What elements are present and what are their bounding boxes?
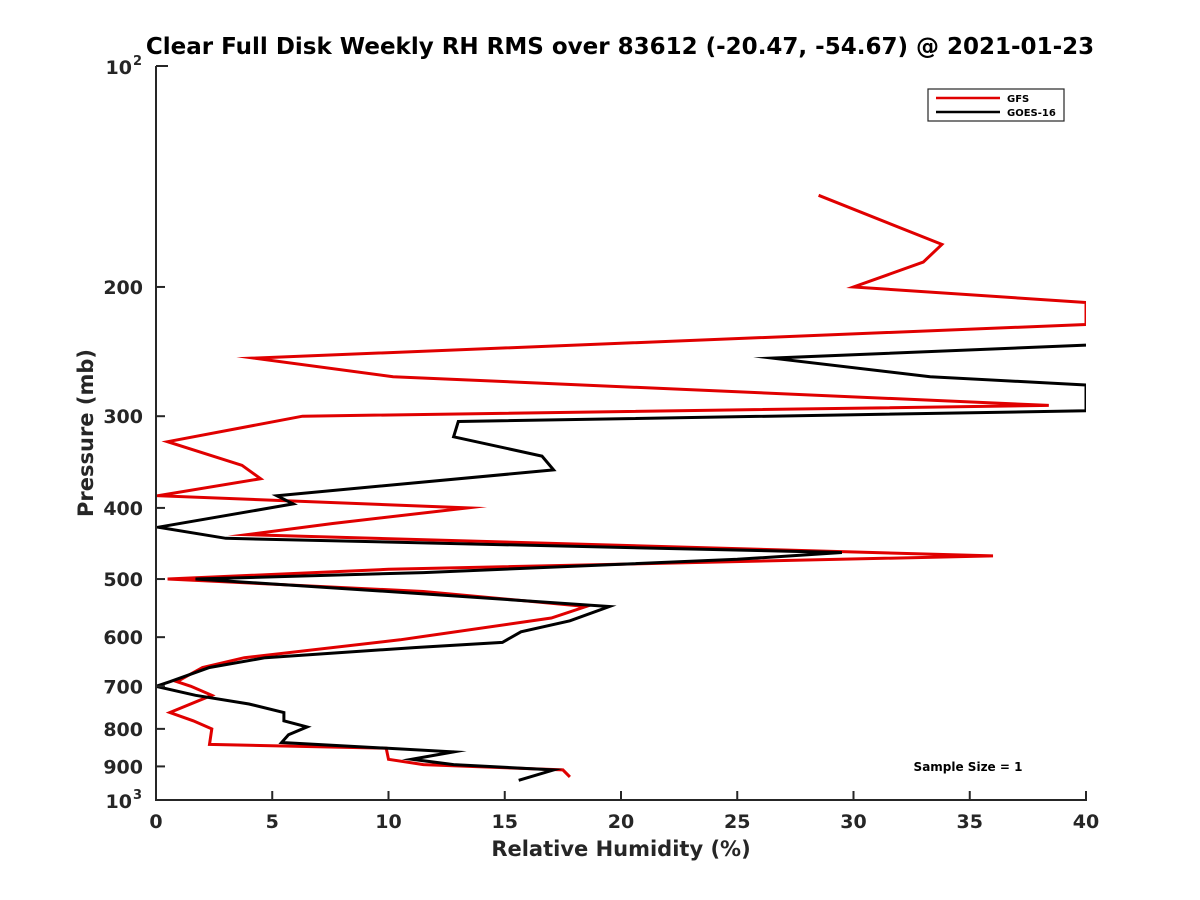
x-tick-label-40: 40 (1073, 811, 1099, 833)
x-tick-label-20: 20 (608, 811, 634, 833)
y-tick-label-base: 10 (106, 791, 132, 813)
y-tick-label-500: 500 (103, 569, 143, 591)
x-tick-label-25: 25 (724, 811, 750, 833)
y-tick-label-base: 10 (106, 57, 132, 79)
legend-label-goes-16: GOES-16 (1007, 108, 1056, 119)
sample-size-annotation: Sample Size = 1 (914, 760, 1023, 774)
y-tick-label-exponent: 2 (133, 54, 142, 69)
x-tick-label-30: 30 (840, 811, 866, 833)
y-tick-label-200: 200 (103, 277, 143, 299)
x-tick-label-35: 35 (957, 811, 983, 833)
legend-label-gfs: GFS (1007, 94, 1029, 105)
x-axis-ticks: 0 5 10 15 20 25 30 35 40 (149, 791, 1099, 833)
y-tick-label-exponent: 3 (133, 788, 142, 803)
y-tick-label-900: 900 (103, 756, 143, 778)
y-tick-label-600: 600 (103, 627, 143, 649)
series-lines (156, 193, 1086, 782)
x-tick-label-0: 0 (149, 811, 162, 833)
y-tick-label-800: 800 (103, 719, 143, 741)
x-tick-label-10: 10 (375, 811, 401, 833)
x-axis-label: Relative Humidity (%) (491, 837, 750, 861)
y-axis-label: Pressure (mb) (74, 349, 98, 517)
legend: GFS GOES-16 (927, 88, 1065, 122)
y-tick-label-300: 300 (103, 406, 143, 428)
x-tick-label-5: 5 (266, 811, 279, 833)
y-tick-label-400: 400 (103, 498, 143, 520)
x-tick-label-15: 15 (492, 811, 518, 833)
legend-box (927, 88, 1065, 122)
y-tick-label-100: 10 2 (106, 54, 143, 79)
chart-title: Clear Full Disk Weekly RH RMS over 83612… (146, 34, 1094, 60)
gfs-series-line (156, 193, 1086, 778)
y-tick-label-700: 700 (103, 676, 143, 698)
y-tick-label-1000: 10 3 (106, 788, 143, 813)
